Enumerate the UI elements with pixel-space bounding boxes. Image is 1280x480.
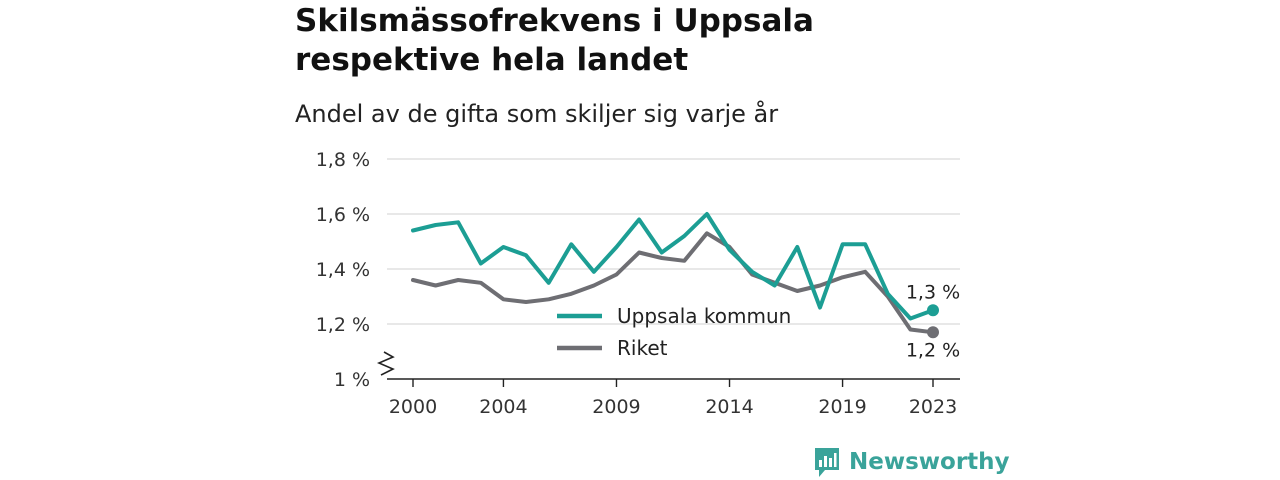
axis-break-icon: [376, 351, 395, 376]
x-tick-label: 2004: [479, 396, 527, 418]
y-tick-label: 1 %: [334, 369, 370, 391]
series-line-riket: [411, 231, 935, 335]
x-tick-label: 2019: [818, 396, 866, 418]
legend-label: Riket: [617, 336, 668, 360]
series-end-marker: [927, 304, 939, 317]
brand-logo: Newsworthy: [813, 446, 1010, 478]
y-tick-label: 1,4 %: [316, 259, 370, 281]
brand-name: Newsworthy: [849, 449, 1010, 475]
x-tick-label: 2023: [909, 396, 957, 418]
series-line-uppsala: [411, 212, 935, 321]
series-end-label: 1,3 %: [906, 281, 960, 303]
chart-title: Skilsmässofrekvens i Uppsala respektive …: [295, 2, 995, 80]
chart-title-line-2: respektive hela landet: [295, 42, 689, 78]
series-end-label: 1,2 %: [906, 339, 960, 361]
x-tick-label: 2000: [389, 396, 437, 418]
y-tick-label: 1,2 %: [316, 314, 370, 336]
x-tick-label: 2009: [592, 396, 640, 418]
chart-subtitle: Andel av de gifta som skiljer sig varje …: [295, 100, 779, 128]
y-tick-label: 1,6 %: [316, 204, 370, 226]
legend-label: Uppsala kommun: [617, 304, 791, 328]
y-tick-label: 1,8 %: [316, 149, 370, 171]
newsworthy-logo-icon: [815, 448, 839, 477]
chart-title-line-1: Skilsmässofrekvens i Uppsala: [295, 3, 814, 39]
series-end-marker: [927, 326, 939, 339]
x-tick-label: 2014: [705, 396, 753, 418]
